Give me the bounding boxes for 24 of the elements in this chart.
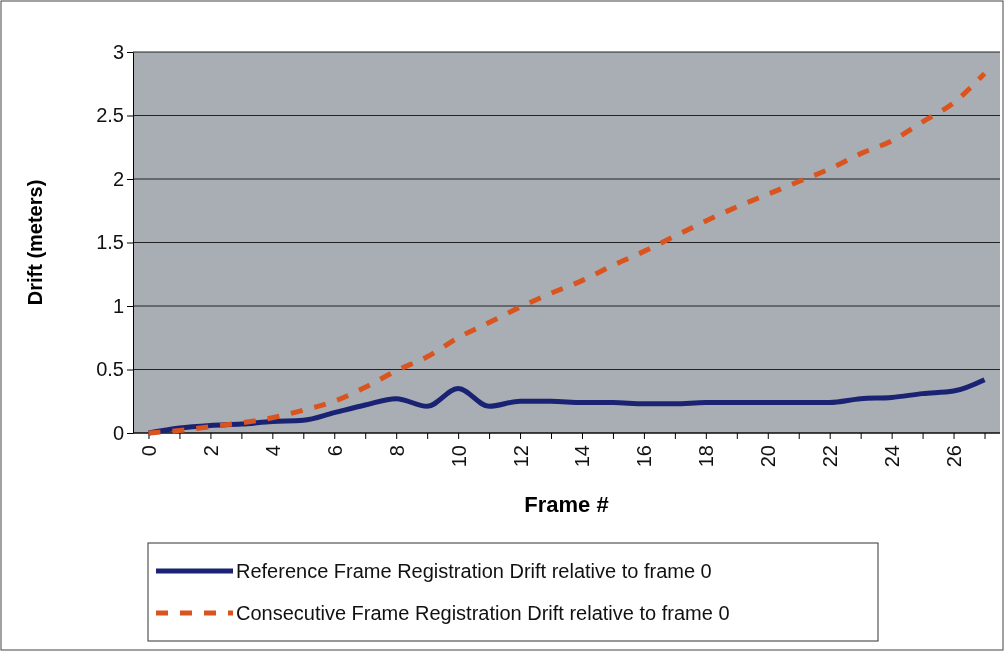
- x-tick-label: 22: [819, 445, 842, 468]
- y-tick-label: 0.5: [96, 358, 124, 381]
- y-tick-label: 3: [112, 40, 124, 63]
- y-tick-label: 1.5: [96, 231, 124, 254]
- x-axis-title: Frame #: [524, 492, 609, 517]
- x-tick-label: 0: [137, 445, 160, 457]
- x-tick-label: 10: [447, 445, 470, 468]
- x-tick-label: 2: [199, 445, 222, 457]
- y-axis-title: Drift (meters): [24, 179, 46, 306]
- legend-label: Consecutive Frame Registration Drift relative to frame 0: [236, 602, 730, 624]
- x-tick-label: 6: [323, 445, 346, 457]
- x-tick-label: 4: [261, 445, 284, 457]
- y-tick-label: 2.5: [96, 104, 124, 127]
- x-tick-label: 16: [633, 445, 656, 468]
- legend-label: Reference Frame Registration Drift relative to frame 0: [236, 560, 712, 582]
- x-tick-label: 12: [509, 445, 532, 468]
- x-tick-label: 14: [571, 445, 594, 468]
- x-tick-label: 18: [695, 445, 718, 468]
- y-tick-label: 2: [112, 167, 124, 190]
- x-tick-label: 26: [943, 445, 966, 468]
- y-tick-label: 1: [112, 294, 124, 317]
- x-tick-label: 20: [757, 445, 780, 468]
- x-tick-label: 24: [881, 445, 904, 468]
- x-tick-label: 8: [385, 445, 408, 457]
